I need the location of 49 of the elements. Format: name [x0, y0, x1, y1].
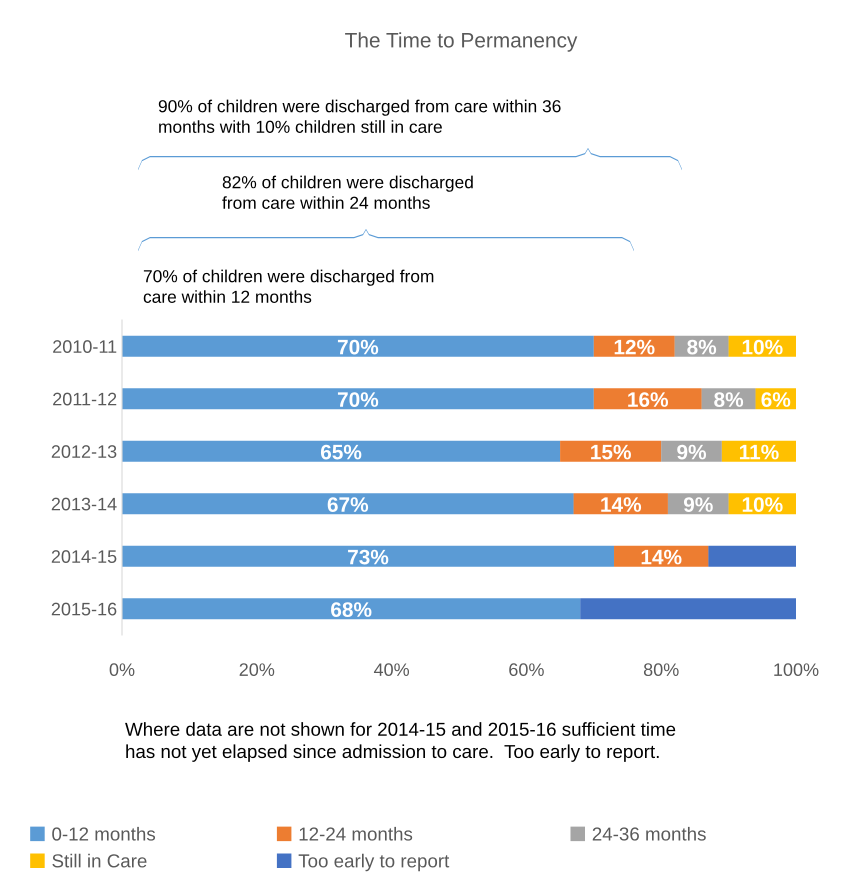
x-tick-label: 20% — [240, 663, 274, 676]
data-label: 70% — [338, 340, 378, 354]
data-label: 6% — [761, 392, 790, 407]
bar — [122, 493, 574, 514]
data-label: 73% — [348, 550, 388, 564]
text: Where data are not shown for 2014-15 and 2015-16 sufficient time has not yet elapsed since admission to care. Too early to report. — [125, 722, 676, 762]
legend-label: Still in Care — [52, 854, 147, 868]
x-tick-label: 40% — [374, 663, 410, 676]
data-label: 14% — [601, 497, 642, 512]
y-tick-label: 2015-16 — [52, 602, 116, 616]
data-label: 9% — [684, 497, 713, 512]
text: 90% of children were discharged from care within 36 months with 10% children still in care — [158, 100, 561, 133]
x-tick-label: 0% — [110, 663, 134, 676]
data-label: 68% — [331, 602, 372, 617]
bar — [122, 440, 560, 462]
bar — [122, 336, 594, 357]
y-tick-label: 2012-13 — [52, 445, 116, 458]
x-tick-label: 100% — [774, 663, 818, 676]
y-tick-label: 2014-15 — [52, 550, 116, 563]
data-label: 15% — [591, 444, 631, 460]
y-tick-label: 2011-12 — [53, 392, 116, 406]
x-tick-label: 60% — [509, 663, 544, 676]
y-tick-label: 2013-14 — [52, 498, 117, 510]
data-label: 12% — [614, 340, 655, 354]
bar — [122, 546, 614, 567]
data-label: 10% — [742, 340, 783, 354]
data-label: 67% — [328, 497, 368, 512]
bar — [580, 598, 796, 620]
bar — [122, 388, 594, 410]
text: 70% of children were discharged from care within 12 months — [144, 270, 434, 303]
legend-label: Too early to report — [298, 854, 450, 872]
y-tick-label: 2010-11 — [53, 340, 116, 353]
x-tick-label: 80% — [644, 663, 679, 676]
bar — [708, 546, 796, 567]
chart-title: The Time to Permanency — [345, 32, 578, 52]
data-label: 16% — [628, 392, 668, 407]
data-label: 10% — [742, 497, 783, 512]
bar — [122, 598, 580, 620]
data-label: 8% — [714, 392, 744, 407]
data-label: 14% — [642, 550, 682, 564]
data-label: 8% — [687, 340, 716, 354]
legend-label: 0-12 months — [52, 826, 156, 841]
legend-label: 12-24 months — [300, 826, 412, 841]
data-label: 9% — [677, 444, 706, 460]
data-label: 65% — [320, 444, 362, 460]
legend-label: 24-36 months — [592, 826, 706, 841]
text: 82% of children were discharged from care within 24 months — [222, 176, 473, 209]
data-label: 11% — [740, 444, 779, 460]
data-label: 70% — [338, 392, 378, 407]
